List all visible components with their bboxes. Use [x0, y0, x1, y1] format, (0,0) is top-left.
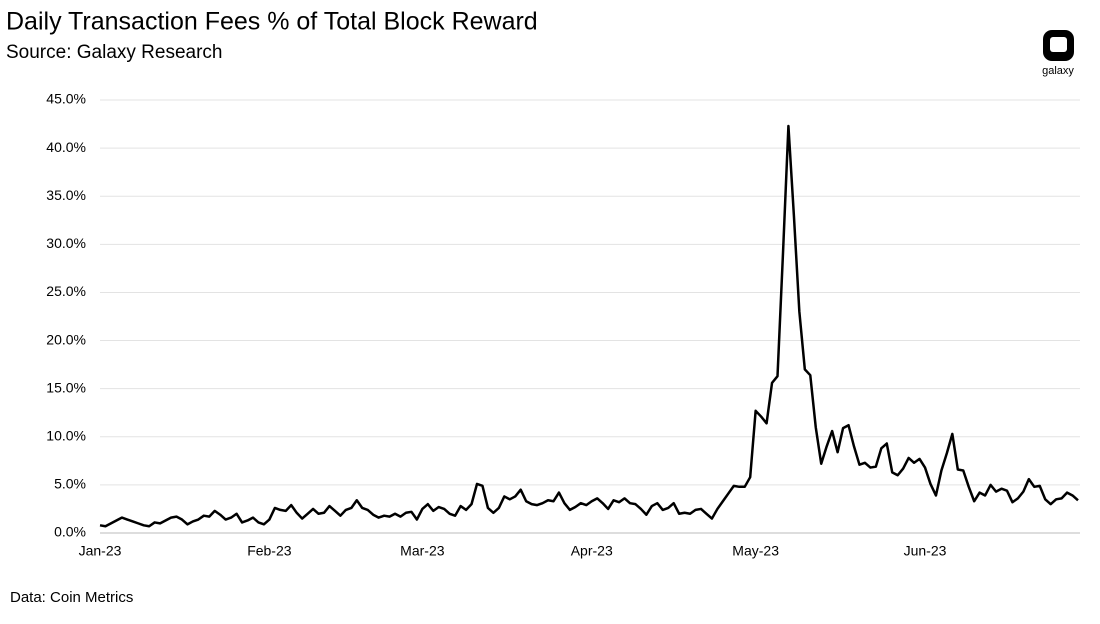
logo-text: galaxy: [1042, 65, 1074, 77]
y-tick-label: 40.0%: [46, 139, 86, 155]
x-tick-label: Apr-23: [571, 543, 613, 559]
x-tick-label: Mar-23: [400, 543, 445, 559]
y-tick-label: 35.0%: [46, 187, 86, 203]
y-tick-label: 15.0%: [46, 379, 86, 395]
x-tick-label: Jan-23: [79, 543, 122, 559]
logo-mark-inner: [1050, 37, 1067, 52]
y-tick-label: 0.0%: [54, 524, 86, 540]
y-tick-label: 20.0%: [46, 331, 86, 347]
x-tick-label: May-23: [732, 543, 779, 559]
source-note: Data: Coin Metrics: [10, 589, 133, 606]
y-tick-label: 45.0%: [46, 91, 86, 107]
data-line: [99, 124, 1079, 528]
chart-title: Daily Transaction Fees % of Total Block …: [6, 8, 538, 36]
y-tick-label: 5.0%: [54, 476, 86, 492]
chart-subtitle: Source: Galaxy Research: [6, 42, 223, 63]
x-tick-label: Jun-23: [904, 543, 947, 559]
y-tick-label: 30.0%: [46, 235, 86, 251]
y-tick-label: 10.0%: [46, 427, 86, 443]
x-tick-label: Feb-23: [247, 543, 292, 559]
y-tick-label: 25.0%: [46, 283, 86, 299]
